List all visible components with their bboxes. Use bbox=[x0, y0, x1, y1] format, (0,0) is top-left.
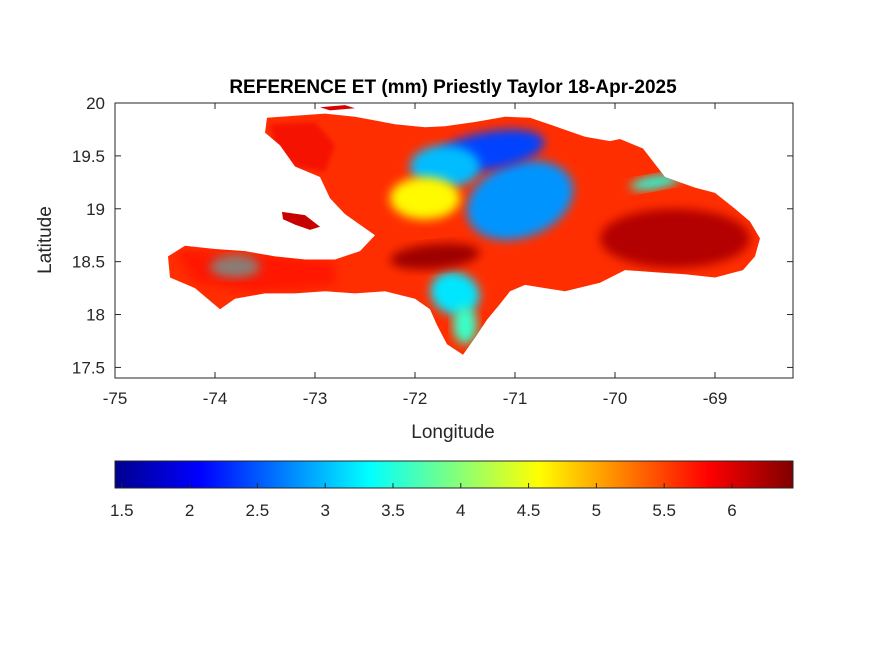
y-tick-label: 18.5 bbox=[72, 253, 105, 272]
eastern-plains bbox=[600, 208, 750, 268]
colorbar-tick-label: 3.5 bbox=[381, 501, 405, 520]
y-axis: 17.5 18 18.5 19 19.5 20 bbox=[72, 94, 793, 377]
x-axis: -75 -74 -73 -72 -71 -70 -69 bbox=[103, 103, 728, 408]
haiti-northern-peninsula bbox=[270, 122, 335, 172]
colorbar-tick-label: 5.5 bbox=[652, 501, 676, 520]
x-tick-label: -71 bbox=[503, 389, 528, 408]
x-axis-label: Longitude bbox=[411, 422, 494, 443]
colorbar-tick-label: 6 bbox=[727, 501, 736, 520]
colorbar-ticks: 1.5 2 2.5 3 3.5 4 4.5 5 5.5 6 bbox=[110, 483, 737, 520]
colorbar-tick-label: 3 bbox=[320, 501, 329, 520]
x-tick-label: -74 bbox=[203, 389, 228, 408]
y-tick-label: 17.5 bbox=[72, 358, 105, 377]
neiba-valley bbox=[390, 243, 480, 270]
x-tick-label: -69 bbox=[703, 389, 728, 408]
interior-regions bbox=[175, 122, 750, 345]
x-tick-label: -72 bbox=[403, 389, 428, 408]
island-land bbox=[168, 113, 760, 355]
colorbar-tick-label: 2 bbox=[185, 501, 194, 520]
colorbar bbox=[114, 460, 794, 489]
cordillera-central bbox=[466, 160, 574, 240]
colorbar-tick-label: 5 bbox=[592, 501, 601, 520]
haiti-southern-peninsula bbox=[175, 251, 335, 292]
y-tick-label: 20 bbox=[86, 94, 105, 113]
central-plateau bbox=[390, 177, 460, 220]
sierra-de-bahoruco bbox=[430, 271, 480, 316]
x-tick-label: -75 bbox=[103, 389, 128, 408]
y-tick-label: 18 bbox=[86, 306, 105, 325]
barahona-peninsula bbox=[453, 306, 477, 345]
map-layer bbox=[168, 105, 760, 355]
colorbar-tick-label: 2.5 bbox=[246, 501, 270, 520]
tortuga-island bbox=[320, 105, 355, 111]
y-axis-label: Latitude bbox=[35, 206, 56, 274]
colorbar-tick-label: 1.5 bbox=[110, 501, 134, 520]
y-tick-label: 19 bbox=[86, 200, 105, 219]
chart-title: REFERENCE ET (mm) Priestly Taylor 18-Apr… bbox=[229, 77, 677, 98]
colorbar-tick-label: 4 bbox=[456, 501, 465, 520]
samana-peninsula bbox=[630, 174, 680, 190]
gonave-island bbox=[282, 211, 320, 230]
colorbar-tick-label: 4.5 bbox=[517, 501, 541, 520]
x-tick-label: -70 bbox=[603, 389, 628, 408]
y-tick-label: 19.5 bbox=[72, 147, 105, 166]
x-tick-label: -73 bbox=[303, 389, 328, 408]
